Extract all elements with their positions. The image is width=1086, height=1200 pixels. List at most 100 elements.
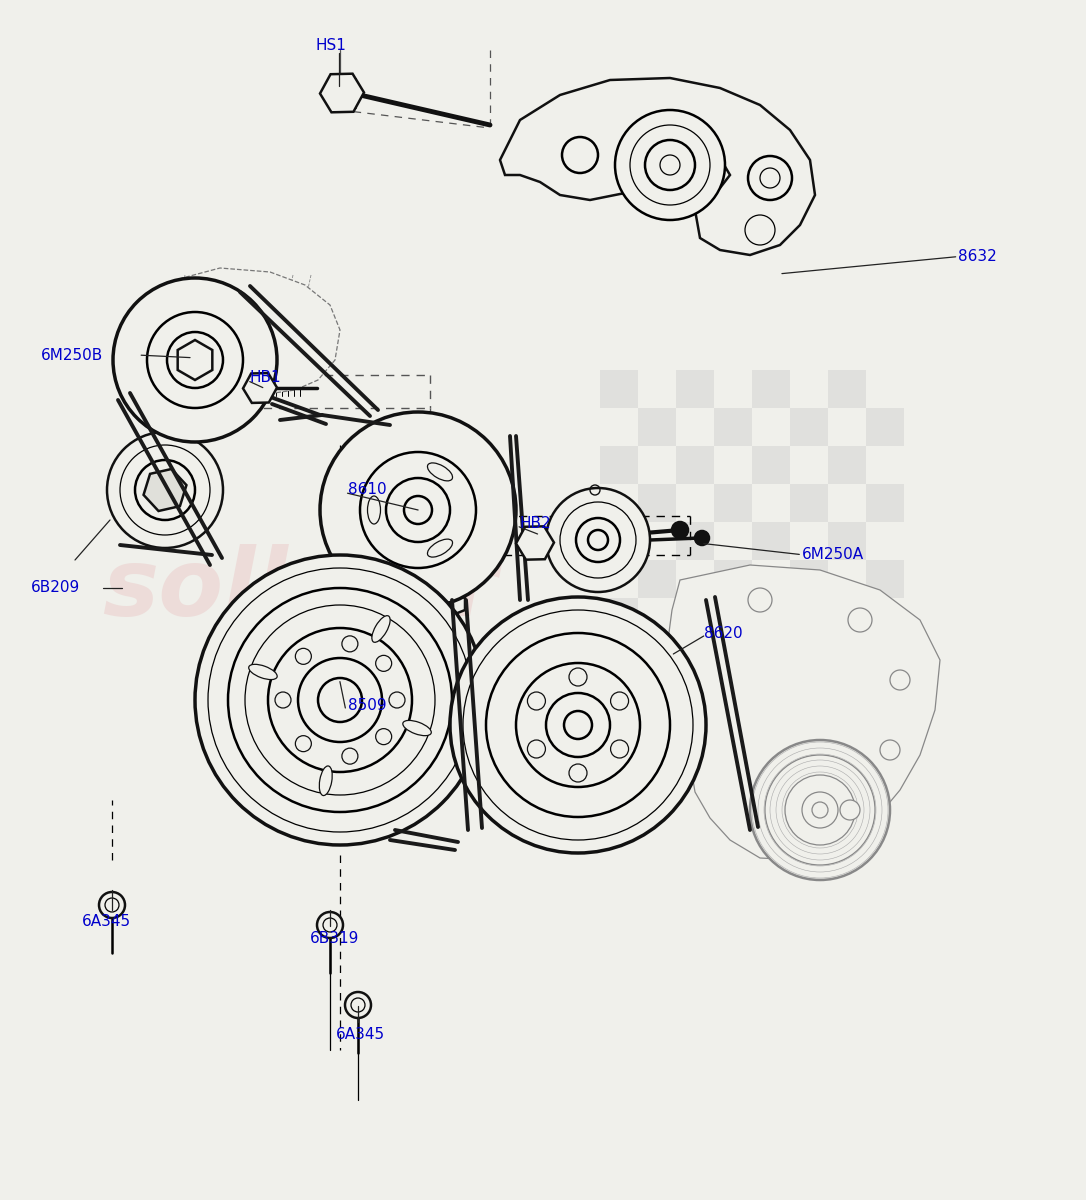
Bar (599, 598, 637, 636)
Circle shape (113, 278, 277, 442)
Circle shape (320, 412, 516, 608)
Bar (828, 598, 866, 636)
Bar (675, 408, 714, 446)
Bar (675, 484, 714, 522)
Circle shape (295, 736, 312, 751)
Ellipse shape (371, 616, 390, 642)
Text: 6A345: 6A345 (336, 1027, 386, 1042)
Circle shape (748, 156, 792, 200)
Bar (790, 370, 828, 408)
Bar (790, 560, 828, 598)
Text: 6M250B: 6M250B (41, 348, 103, 362)
Text: 6B319: 6B319 (310, 931, 359, 946)
Bar (790, 408, 828, 446)
Circle shape (376, 655, 392, 671)
Ellipse shape (403, 720, 431, 736)
Bar (675, 674, 714, 712)
Polygon shape (390, 588, 465, 618)
Ellipse shape (428, 539, 453, 557)
Bar (637, 522, 675, 560)
Bar (866, 636, 904, 674)
Text: 6M250A: 6M250A (801, 547, 863, 562)
Circle shape (528, 692, 545, 710)
Circle shape (610, 692, 629, 710)
Bar (714, 522, 752, 560)
Circle shape (748, 588, 772, 612)
Text: HS1: HS1 (316, 38, 346, 53)
Circle shape (389, 692, 405, 708)
Circle shape (342, 748, 358, 764)
Bar (828, 446, 866, 484)
Circle shape (615, 110, 725, 220)
Text: 8632: 8632 (958, 250, 997, 264)
Polygon shape (668, 565, 940, 860)
Circle shape (275, 692, 291, 708)
Bar (637, 446, 675, 484)
Text: 8610: 8610 (348, 482, 387, 497)
Bar (752, 598, 790, 636)
Bar (637, 560, 675, 598)
Circle shape (610, 740, 629, 758)
Circle shape (345, 992, 371, 1018)
Circle shape (880, 740, 900, 760)
Bar (599, 560, 637, 598)
Bar (675, 560, 714, 598)
Bar (714, 560, 752, 598)
Bar (637, 598, 675, 636)
Circle shape (561, 137, 598, 173)
Bar (752, 408, 790, 446)
Bar (866, 446, 904, 484)
Circle shape (848, 608, 872, 632)
Circle shape (569, 764, 588, 782)
Circle shape (108, 432, 223, 548)
Text: 8509: 8509 (348, 698, 387, 713)
Bar (599, 674, 637, 712)
Bar (637, 408, 675, 446)
Circle shape (695, 530, 709, 545)
Ellipse shape (319, 766, 332, 796)
Bar (637, 370, 675, 408)
Bar (637, 484, 675, 522)
Ellipse shape (249, 665, 277, 679)
Bar (866, 484, 904, 522)
Circle shape (839, 800, 860, 820)
Bar (790, 446, 828, 484)
Polygon shape (500, 78, 814, 254)
Bar (752, 560, 790, 598)
Circle shape (99, 892, 125, 918)
Text: HB2: HB2 (519, 516, 551, 530)
Bar (675, 522, 714, 560)
Text: 6B209: 6B209 (30, 581, 79, 595)
Text: HB1: HB1 (250, 371, 281, 385)
Circle shape (569, 668, 588, 686)
Bar (599, 484, 637, 522)
Ellipse shape (428, 463, 453, 481)
Text: sollmer: sollmer (102, 544, 497, 636)
Bar (714, 484, 752, 522)
Bar (790, 522, 828, 560)
Circle shape (528, 740, 545, 758)
Bar (790, 484, 828, 522)
Bar (599, 370, 637, 408)
Circle shape (342, 636, 358, 652)
Circle shape (195, 554, 485, 845)
Bar (866, 560, 904, 598)
Bar (714, 446, 752, 484)
Circle shape (672, 522, 689, 538)
Bar (866, 674, 904, 712)
Bar (866, 522, 904, 560)
Bar (828, 560, 866, 598)
Circle shape (317, 912, 343, 938)
Bar (675, 446, 714, 484)
Bar (828, 636, 866, 674)
Text: 6A345: 6A345 (81, 914, 131, 929)
Bar (675, 598, 714, 636)
Bar (790, 674, 828, 712)
Bar (675, 636, 714, 674)
Bar (714, 370, 752, 408)
Bar (714, 636, 752, 674)
Bar (752, 446, 790, 484)
Bar (866, 408, 904, 446)
Ellipse shape (367, 496, 380, 524)
Circle shape (750, 740, 891, 880)
